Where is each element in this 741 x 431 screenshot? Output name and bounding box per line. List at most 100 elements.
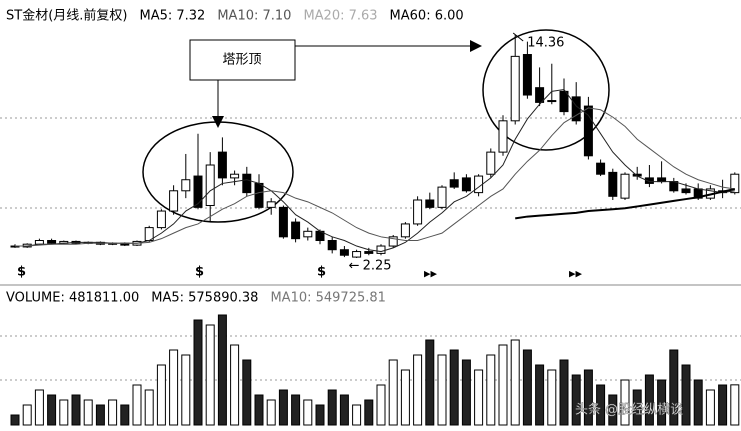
candle-body <box>156 210 166 229</box>
candle-body <box>352 251 362 258</box>
volume-bar <box>205 324 215 426</box>
marker: $ <box>317 265 326 280</box>
volume-bar <box>461 359 471 426</box>
candle-body <box>364 251 374 254</box>
volume-bar <box>620 379 630 426</box>
candle-body <box>400 223 410 238</box>
volume-bar <box>266 399 276 426</box>
candle-body <box>303 230 313 238</box>
candle-body <box>486 151 496 175</box>
volume-bar <box>644 374 654 426</box>
volume-bar <box>10 414 20 426</box>
volume-bar <box>230 344 240 426</box>
candle-body <box>583 105 593 157</box>
volume-bar <box>632 389 642 426</box>
volume-bar <box>47 394 57 426</box>
candle-body <box>266 201 276 208</box>
markers: $ $ $ ▸▸ ▸▸ <box>17 265 583 282</box>
legend-entry: MA5: 7.32 <box>139 9 205 24</box>
volume-bar <box>437 354 447 426</box>
candle-body <box>681 188 691 194</box>
marker: ▸▸ <box>424 267 438 282</box>
candle-body <box>181 179 191 192</box>
annotation-text: 塔形顶 <box>222 53 261 68</box>
volume-bar <box>291 394 301 426</box>
marker: ▸▸ <box>569 267 583 282</box>
volume-bar <box>169 349 179 426</box>
volume-legend-entry: MA5: 575890.38 <box>151 291 258 306</box>
candle-body <box>34 240 44 245</box>
candle-body <box>169 190 179 212</box>
candle-body <box>242 173 252 194</box>
candle-body <box>474 175 484 194</box>
volume-legend-entry: MA10: 549725.81 <box>270 291 385 306</box>
candle-body <box>254 182 264 208</box>
volume-bar <box>120 404 130 426</box>
volume-bar <box>22 404 32 426</box>
candle-body <box>596 162 606 175</box>
volume-bar <box>156 364 166 426</box>
low-arrow: ← <box>349 259 360 274</box>
volume-bar <box>596 384 606 426</box>
candle-body <box>644 177 654 184</box>
volume-bar <box>400 369 410 426</box>
volume-bar <box>242 359 252 426</box>
peak-pointer <box>512 32 524 42</box>
volume-bar <box>144 389 154 426</box>
volume-bar <box>571 374 581 426</box>
candle-body <box>376 245 386 254</box>
candle-body <box>461 177 471 192</box>
candle-body <box>205 164 215 207</box>
volume-bar <box>71 394 81 426</box>
volume-bar <box>669 349 679 426</box>
chart-title: ST金材(月线.前复权) <box>6 8 127 24</box>
volume-bar <box>693 379 703 426</box>
volume-bar <box>474 369 484 426</box>
candle-body <box>437 186 447 208</box>
volume-bar <box>413 354 423 426</box>
candle-body <box>388 236 398 247</box>
volume-bar <box>559 359 569 426</box>
volume-bar <box>486 354 496 426</box>
highlight-ellipse <box>142 121 294 223</box>
grid <box>0 117 741 381</box>
highlight-ellipse <box>482 29 610 151</box>
volume-bar <box>364 399 374 426</box>
volume-bar <box>730 384 740 426</box>
volume-bar <box>449 349 459 426</box>
volume-bar <box>193 319 203 426</box>
candle-body <box>669 181 679 192</box>
legend-entry: MA10: 7.10 <box>217 9 291 24</box>
volume-bar <box>388 359 398 426</box>
candle-body <box>510 55 520 122</box>
candle-body <box>413 199 423 225</box>
annotation: 塔形顶 <box>142 29 610 223</box>
volume-bar <box>376 384 386 426</box>
volume-bar <box>547 369 557 426</box>
volume-bar <box>657 379 667 426</box>
peak-label: 14.36 <box>527 36 564 51</box>
volume-bar <box>352 404 362 426</box>
volume-title: VOLUME: 481811.00 <box>6 291 139 306</box>
candle-body <box>730 173 740 194</box>
candle-body <box>559 90 569 113</box>
ma-line <box>15 107 735 247</box>
candle-body <box>522 54 532 96</box>
volume-bar <box>522 349 532 426</box>
volume-bar <box>217 314 227 426</box>
volume-bar <box>583 369 593 426</box>
ma-line <box>515 187 736 220</box>
candle-body <box>339 249 349 256</box>
volume-bar <box>83 399 93 426</box>
candle-body <box>193 175 203 208</box>
volume-bar <box>718 384 728 426</box>
volume-bar <box>132 384 142 426</box>
volume-bar <box>95 404 105 426</box>
candle-body <box>278 206 288 238</box>
low-label: 2.25 <box>363 259 392 274</box>
volume-bar <box>303 399 313 426</box>
volume-bar <box>181 354 191 426</box>
watermark: 头条 @股经纵横谈 <box>575 402 683 418</box>
